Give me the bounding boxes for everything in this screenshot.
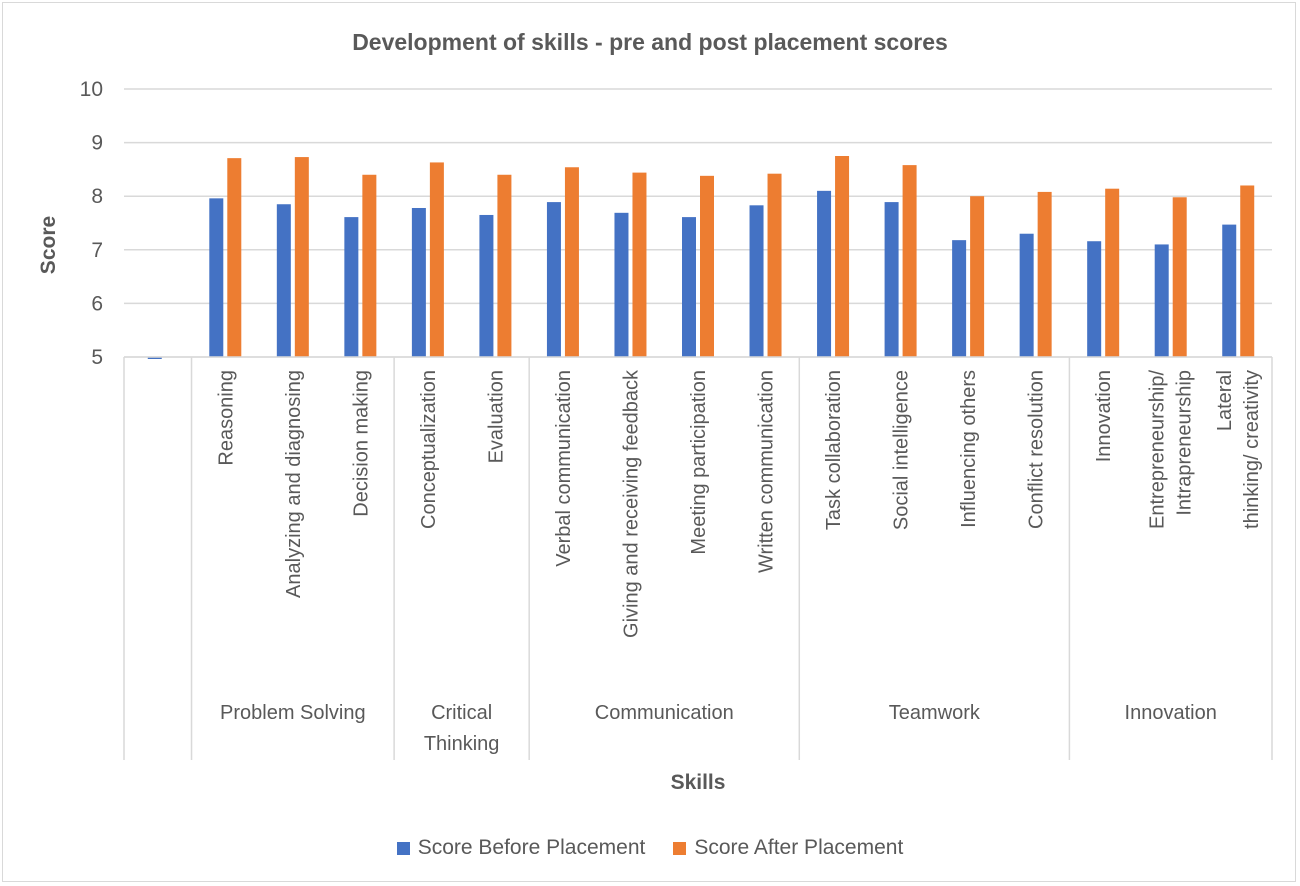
category-label-group: Giving and receiving feedback: [620, 369, 642, 638]
category-label: Reasoning: [215, 370, 237, 466]
category-label: Meeting participation: [688, 370, 710, 555]
category-label-group: Conceptualization: [418, 370, 440, 529]
y-axis-label: Score: [37, 216, 60, 274]
category-label: Influencing others: [958, 370, 980, 528]
bar-after: [970, 196, 985, 357]
bar-before: [614, 212, 629, 357]
group-label: Critical: [431, 702, 492, 724]
bar-before: [1222, 224, 1237, 357]
category-label-group: Analyzing and diagnosing: [283, 370, 305, 598]
category-label-group: Decision making: [350, 370, 372, 517]
category-label-group: Lateral thinking/ creativity: [1214, 370, 1263, 529]
bar-after: [227, 158, 242, 357]
bar-after: [700, 175, 714, 357]
bar-after: [564, 167, 579, 357]
category-label: Social intelligence: [891, 370, 913, 530]
group-label: Innovation: [1125, 702, 1217, 724]
bar-before: [1154, 244, 1169, 357]
category-label: Giving and receiving feedback: [620, 369, 642, 638]
group-label: Communication: [595, 702, 734, 724]
group-label: Teamwork: [889, 702, 981, 724]
bar-before: [749, 205, 764, 357]
bar-after: [1172, 197, 1187, 357]
category-label: Analyzing and diagnosing: [283, 370, 305, 598]
bar-after: [1037, 191, 1052, 357]
y-tick-label: 5: [91, 346, 103, 369]
category-label-group: Task collaboration: [823, 370, 845, 530]
legend-swatch-after: [673, 841, 687, 855]
legend-swatch-before: [396, 841, 410, 855]
bar-before: [147, 357, 162, 359]
bar-after: [902, 165, 917, 357]
bar-before: [411, 207, 426, 357]
category-label: Innovation: [1093, 370, 1115, 462]
bar-before: [1019, 233, 1034, 357]
category-label: Conflict resolution: [1026, 370, 1048, 529]
group-label: Thinking: [424, 733, 500, 755]
category-label: Lateral: [1214, 370, 1236, 431]
bar-after: [429, 162, 444, 357]
legend-label-before: Score Before Placement: [417, 836, 646, 859]
bar-after: [294, 157, 309, 357]
chart-title: Development of skills - pre and post pla…: [352, 29, 948, 55]
bar-before: [682, 217, 696, 357]
group-label: Problem Solving: [220, 702, 366, 724]
category-label: thinking/ creativity: [1241, 370, 1263, 529]
bar-before: [344, 217, 359, 357]
category-label: Entrepreneurship/: [1147, 370, 1169, 529]
y-tick-label: 6: [91, 292, 103, 315]
legend-item-before: Score Before Placement: [396, 836, 646, 860]
category-label-group: Entrepreneurship/Intrapreneurship: [1147, 370, 1196, 529]
bar-after: [1240, 185, 1255, 357]
category-label-group: Innovation: [1093, 370, 1115, 462]
bar-before: [817, 190, 832, 357]
category-label-group: Reasoning: [215, 370, 237, 466]
bar-after: [632, 172, 647, 357]
category-label-group: Conflict resolution: [1026, 370, 1048, 529]
category-label-group: Meeting participation: [688, 370, 710, 555]
y-tick-label: 10: [80, 78, 103, 101]
bar-after: [835, 156, 850, 357]
category-label: Decision making: [350, 370, 372, 517]
y-tick-label: 8: [91, 185, 103, 208]
category-label: Written communication: [756, 370, 778, 573]
category-label-group: Verbal communication: [553, 370, 575, 567]
category-label: Verbal communication: [553, 370, 575, 567]
x-axis-label: Skills: [671, 771, 726, 794]
y-tick-label: 9: [91, 132, 103, 155]
bar-before: [479, 214, 494, 357]
bar-before: [276, 204, 291, 357]
category-label-group: Social intelligence: [891, 370, 913, 530]
category-label: Conceptualization: [418, 370, 440, 529]
bar-before: [952, 240, 967, 357]
category-label: Intrapreneurship: [1174, 370, 1196, 516]
category-label: Evaluation: [485, 370, 507, 463]
bar-before: [546, 202, 561, 357]
legend: Score Before Placement Score After Place…: [0, 836, 1300, 860]
y-tick-label: 7: [91, 239, 103, 262]
bar-before: [209, 198, 224, 357]
bar-after: [497, 174, 512, 357]
legend-label-after: Score After Placement: [694, 836, 904, 859]
legend-item-after: Score After Placement: [673, 836, 903, 860]
bar-after: [362, 174, 377, 357]
category-label-group: Evaluation: [485, 370, 507, 463]
bar-before: [884, 202, 899, 357]
bar-after: [1105, 188, 1120, 357]
bar-after: [767, 173, 782, 357]
category-label-group: Influencing others: [958, 370, 980, 528]
category-label: Task collaboration: [823, 370, 845, 530]
bar-before: [1087, 241, 1102, 357]
category-label-group: Written communication: [756, 370, 778, 573]
